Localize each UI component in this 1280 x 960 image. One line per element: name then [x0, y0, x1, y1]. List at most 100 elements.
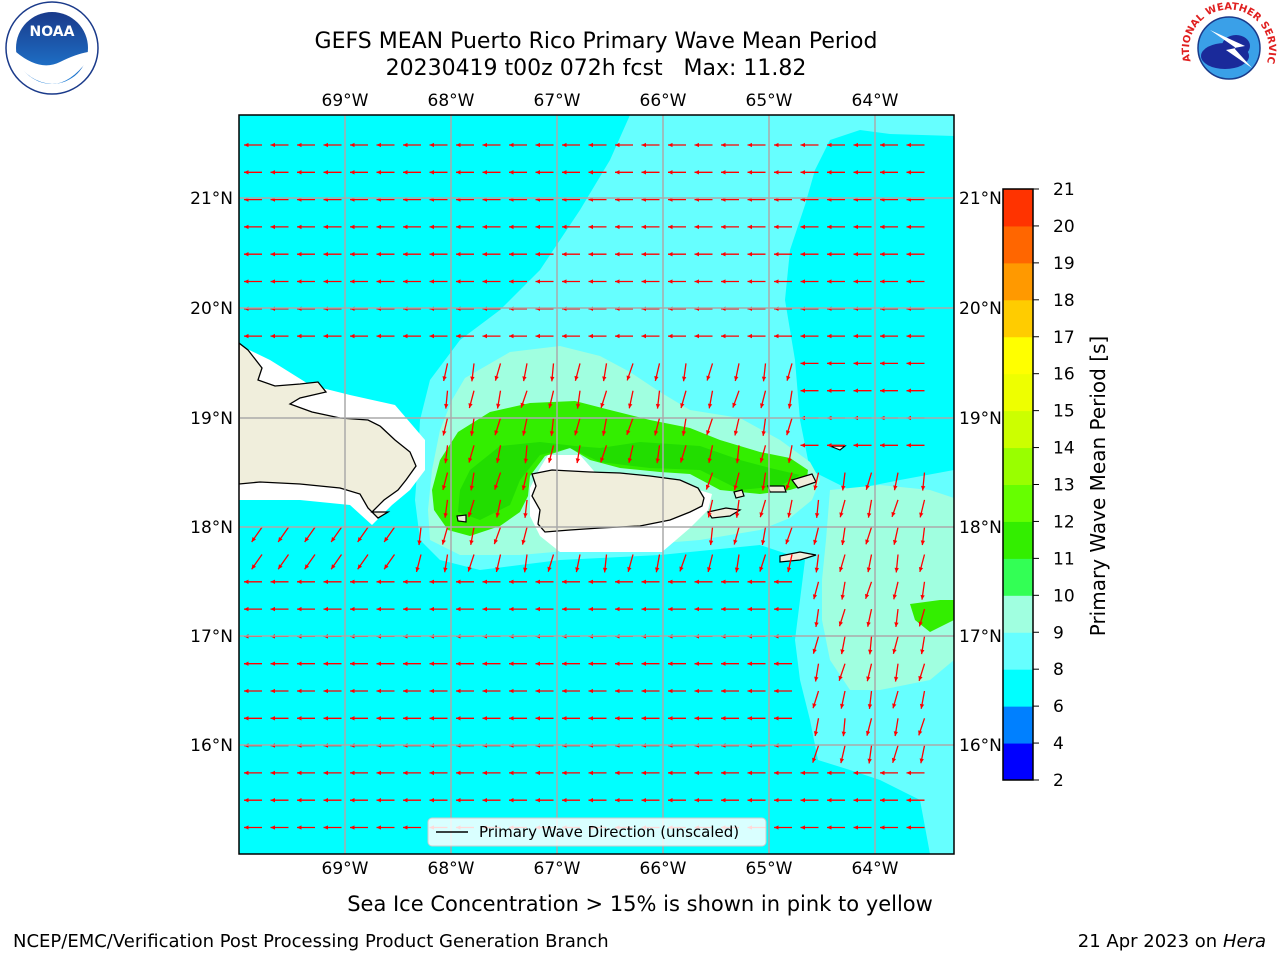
wave-arrow-head [615, 142, 620, 148]
wave-arrow-head [774, 798, 779, 803]
wave-arrow-head [865, 593, 870, 599]
wave-arrow-head [721, 798, 726, 803]
colorbar-tick-label: 6 [1053, 697, 1064, 717]
wave-arrow-head [706, 430, 711, 436]
wave-arrow-head [841, 731, 846, 737]
wave-arrow-head [641, 606, 647, 612]
wave-arrow-head [331, 564, 336, 570]
wave-arrow-head [562, 279, 567, 284]
wave-arrow-head [787, 458, 792, 464]
wave-arrow-head [668, 579, 673, 584]
wave-arrow-head [403, 252, 408, 257]
wave-arrow-head [880, 361, 885, 366]
wave-arrow-head [575, 567, 580, 573]
wave-arrow-head [774, 170, 779, 175]
wave-arrow-head [600, 457, 605, 463]
colorbar-segment [1003, 262, 1033, 301]
wave-arrow-head [588, 688, 594, 694]
wave-arrow-head [468, 403, 473, 409]
wave-arrow-head [615, 798, 620, 803]
lon-label: 64°W [852, 859, 899, 879]
wave-arrow-head [615, 661, 620, 666]
island-vieques [707, 507, 742, 519]
wave-arrow-head [812, 594, 818, 600]
lat-label: 18°N [190, 518, 233, 538]
wave-arrow-head [853, 825, 859, 830]
wave-arrow-head [615, 224, 620, 230]
wave-arrow-head [376, 716, 382, 721]
wave-arrow-head [813, 485, 818, 491]
wave-arrow-head [509, 606, 514, 612]
colorbar-tick-label: 19 [1053, 254, 1075, 274]
wave-arrow-head [562, 333, 567, 339]
wave-arrow-head [323, 798, 329, 803]
wave-arrow-head [442, 430, 447, 436]
wave-arrow-head [495, 458, 501, 463]
colorbar-tick-label: 4 [1053, 734, 1064, 754]
wave-arrow-head [601, 430, 607, 436]
wave-arrow-head [705, 484, 710, 490]
wave-arrow-head [906, 388, 912, 393]
wave-arrow-head [350, 661, 355, 666]
wave-arrow-head [867, 704, 873, 709]
wave-arrow-head [403, 279, 408, 284]
wave-arrow-head [680, 403, 685, 409]
wave-arrow-head [733, 539, 738, 545]
wave-arrow-head [588, 170, 594, 175]
wave-arrow-head [270, 798, 276, 803]
wave-arrow-head [641, 224, 647, 230]
wave-arrow-head [535, 252, 541, 257]
wave-arrow-head [827, 279, 832, 284]
wave-arrow-head [376, 770, 382, 776]
wave-arrow-head [918, 566, 924, 572]
wave-arrow-head [509, 716, 514, 721]
wave-arrow-head [918, 621, 923, 627]
wave-arrow-head [867, 512, 872, 518]
wave-arrow-head [853, 252, 859, 257]
wave-arrow-head [443, 512, 448, 518]
wave-arrow-head [482, 606, 488, 612]
wave-arrow-head [761, 540, 766, 545]
colorbar-tick-label: 12 [1053, 512, 1075, 532]
wave-arrow-head [774, 279, 779, 284]
wave-arrow-head [443, 458, 449, 464]
wave-arrow-head [893, 485, 898, 491]
period-band-11-12 [458, 442, 800, 520]
wave-arrow-head [761, 431, 766, 436]
wave-arrow-head [774, 716, 779, 721]
wave-arrow-head [456, 170, 461, 175]
wave-arrow-head [350, 279, 355, 284]
wave-arrow-head [800, 798, 806, 803]
wave-arrow-head [482, 252, 488, 257]
wave-arrow-head [615, 333, 620, 339]
noaa-logo-text: NOAA [30, 24, 75, 40]
wave-arrow-head [441, 485, 447, 491]
lon-label: 67°W [534, 859, 581, 879]
wave-arrow-head [456, 279, 461, 284]
wave-arrow-head [668, 142, 673, 148]
wave-arrow-head [721, 579, 726, 584]
wave-arrow-head [403, 661, 408, 666]
title-line2: 20230419 t00z 072h fcst Max: 11.82 [386, 56, 807, 81]
wave-arrow-head [509, 170, 514, 175]
wave-arrow-head [774, 688, 779, 694]
wave-arrow-head [920, 594, 925, 600]
colorbar-tick-label: 13 [1053, 476, 1075, 496]
wave-arrow-head [906, 770, 912, 776]
wave-arrow-head [814, 567, 820, 573]
wave-arrow-head [732, 402, 737, 408]
wave-arrow-head [827, 224, 832, 230]
wave-arrow-head [615, 579, 620, 584]
lon-label: 68°W [428, 91, 475, 111]
wave-arrow-head [562, 798, 567, 803]
wave-arrow-head [774, 770, 779, 776]
wave-arrow-head [721, 142, 726, 148]
colorbar-segment [1003, 669, 1033, 707]
wave-arrow-head [891, 511, 896, 517]
wave-arrow-head [735, 458, 740, 464]
lon-label: 66°W [640, 859, 687, 879]
colorbar-tick-label: 18 [1053, 291, 1075, 311]
wave-arrow-head [376, 142, 382, 148]
wave-arrow-head [853, 170, 859, 175]
wave-arrow-head [429, 252, 435, 257]
